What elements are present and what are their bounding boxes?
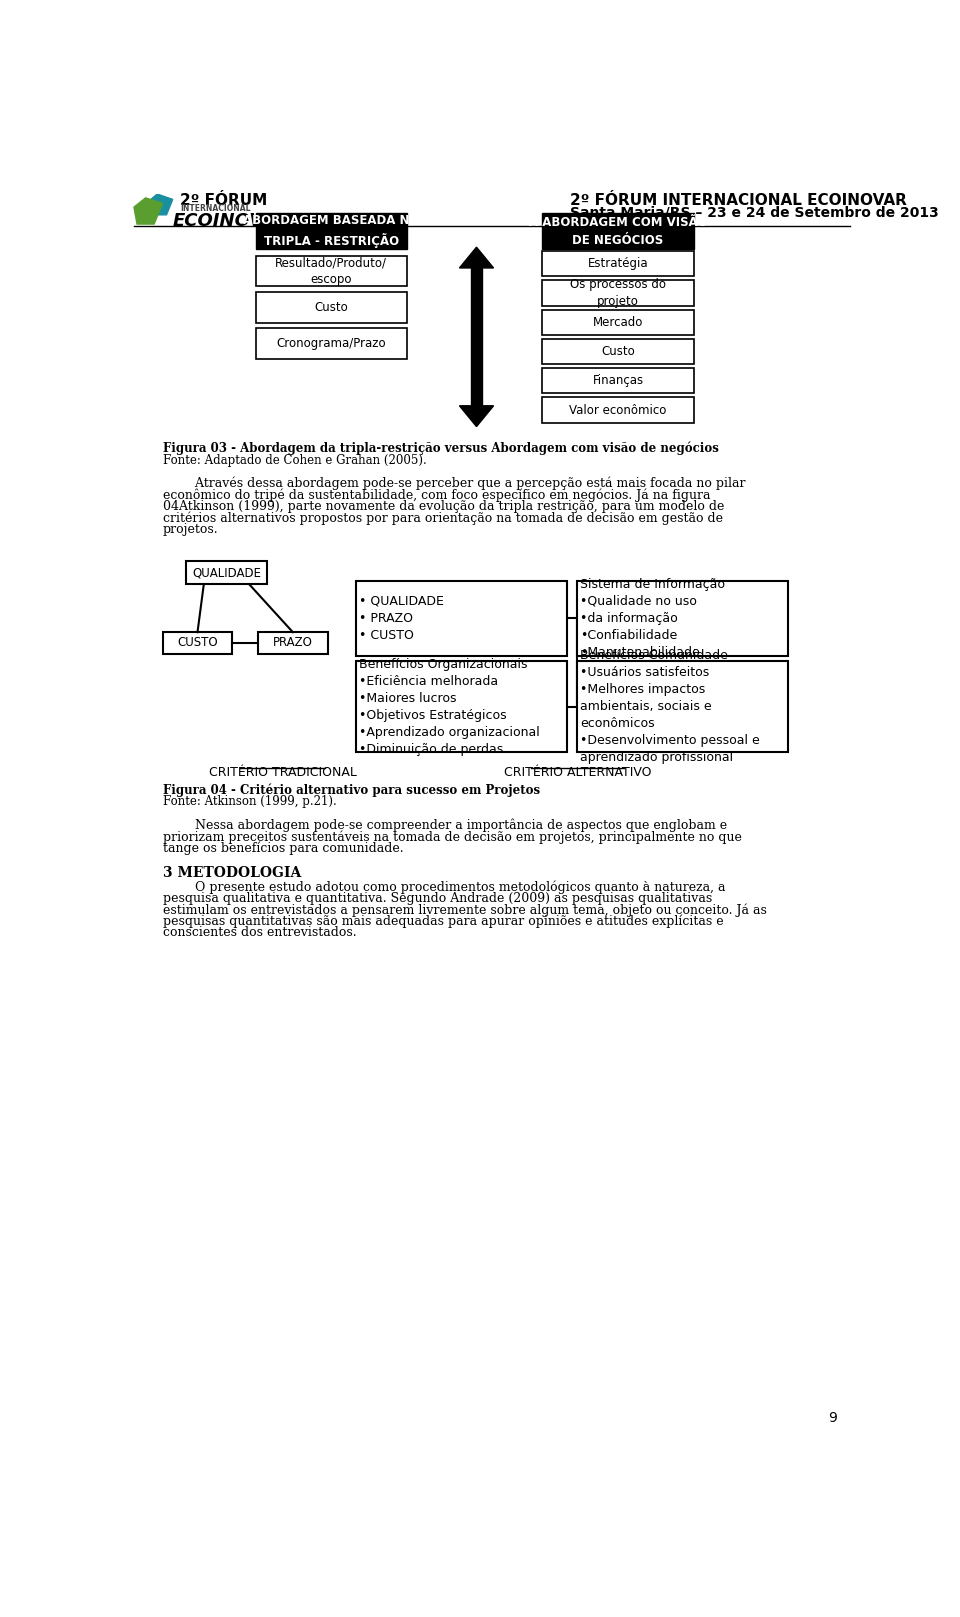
Text: Os processos do
projeto: Os processos do projeto: [570, 278, 666, 307]
Text: Custo: Custo: [601, 344, 635, 357]
FancyBboxPatch shape: [542, 340, 693, 364]
Text: PRAZO: PRAZO: [273, 637, 313, 650]
Text: Figura 03 - Abordagem da tripla-restrição versus Abordagem com visão de negócios: Figura 03 - Abordagem da tripla-restriçã…: [162, 441, 718, 456]
Text: Valor econômico: Valor econômico: [569, 404, 666, 417]
Text: projetos.: projetos.: [162, 522, 218, 535]
Text: econômico do tripé da sustentabilidade, com foco específico em negócios. Já na f: econômico do tripé da sustentabilidade, …: [162, 488, 710, 501]
FancyBboxPatch shape: [577, 661, 788, 752]
Text: 2º FÓRUM: 2º FÓRUM: [180, 194, 268, 209]
Text: 3 METODOLOGIA: 3 METODOLOGIA: [162, 867, 300, 880]
Text: Custo: Custo: [314, 301, 348, 314]
FancyBboxPatch shape: [542, 398, 693, 422]
FancyBboxPatch shape: [255, 212, 407, 249]
FancyBboxPatch shape: [255, 255, 407, 286]
Polygon shape: [142, 194, 173, 215]
Text: Nessa abordagem pode-se compreender a importância de aspectos que englobam e: Nessa abordagem pode-se compreender a im…: [162, 818, 727, 833]
Text: Resultado/Produto/
escopo: Resultado/Produto/ escopo: [276, 255, 387, 286]
FancyBboxPatch shape: [542, 309, 693, 335]
FancyBboxPatch shape: [542, 369, 693, 393]
Text: Finanças: Finanças: [592, 374, 643, 386]
Text: CRITÉRIO ALTERNATIVO: CRITÉRIO ALTERNATIVO: [503, 766, 651, 779]
Text: CRITÉRIO TRADICIONAL: CRITÉRIO TRADICIONAL: [209, 766, 357, 779]
Text: ECOINOVAR: ECOINOVAR: [173, 212, 290, 230]
Text: 9: 9: [828, 1410, 837, 1425]
Text: 04Atkinson (1999), parte novamente da evolução da tripla restrição, para um mode: 04Atkinson (1999), parte novamente da ev…: [162, 500, 724, 513]
Text: Santa Maria/RS – 23 e 24 de Setembro de 2013: Santa Maria/RS – 23 e 24 de Setembro de …: [569, 205, 938, 220]
Text: O presente estudo adotou como procedimentos metodológicos quanto à natureza, a: O presente estudo adotou como procedimen…: [162, 880, 725, 894]
Text: estimulam os entrevistados a pensarem livremente sobre algum tema, objeto ou con: estimulam os entrevistados a pensarem li…: [162, 904, 766, 917]
Text: Cronograma/Prazo: Cronograma/Prazo: [276, 336, 386, 349]
FancyBboxPatch shape: [577, 581, 788, 657]
FancyBboxPatch shape: [255, 291, 407, 323]
FancyBboxPatch shape: [255, 328, 407, 359]
FancyBboxPatch shape: [186, 561, 267, 584]
FancyBboxPatch shape: [542, 251, 693, 277]
Text: Sistema de Informação
•Qualidade no uso
•da informação
•Confiabilidade
•Manutena: Sistema de Informação •Qualidade no uso …: [581, 577, 726, 658]
Text: Benefícios Comunidade
•Usuários satisfeitos
•Melhores impactos
ambientais, socia: Benefícios Comunidade •Usuários satisfei…: [581, 650, 760, 765]
Text: CUSTO: CUSTO: [178, 637, 218, 650]
FancyBboxPatch shape: [542, 212, 693, 249]
FancyBboxPatch shape: [356, 581, 567, 657]
Text: Fonte: Adaptado de Cohen e Grahan (2005).: Fonte: Adaptado de Cohen e Grahan (2005)…: [162, 454, 426, 467]
Text: Figura 04 - Critério alternativo para sucesso em Projetos: Figura 04 - Critério alternativo para su…: [162, 783, 540, 797]
Text: pesquisa qualitativa e quantitativa. Segundo Andrade (2009) as pesquisas qualita: pesquisa qualitativa e quantitativa. Seg…: [162, 891, 712, 904]
Text: tange os benefícios para comunidade.: tange os benefícios para comunidade.: [162, 841, 403, 855]
Polygon shape: [460, 247, 493, 268]
Text: 2º FÓRUM INTERNACIONAL ECOINOVAR: 2º FÓRUM INTERNACIONAL ECOINOVAR: [569, 194, 906, 209]
FancyBboxPatch shape: [542, 280, 693, 306]
FancyBboxPatch shape: [356, 661, 567, 752]
Text: • QUALIDADE
• PRAZO
• CUSTO: • QUALIDADE • PRAZO • CUSTO: [359, 595, 444, 642]
Text: Através dessa abordagem pode-se perceber que a percepção está mais focada no pil: Através dessa abordagem pode-se perceber…: [162, 477, 745, 490]
Polygon shape: [134, 197, 162, 225]
Text: Fonte: Atkinson (1999, p.21).: Fonte: Atkinson (1999, p.21).: [162, 796, 336, 808]
Text: A ABORDAGEM COM VISÃO
DE NEGÓCIOS: A ABORDAGEM COM VISÃO DE NEGÓCIOS: [529, 215, 708, 246]
Text: INTERNACIONAL: INTERNACIONAL: [180, 204, 251, 213]
Text: critérios alternativos propostos por para orientação na tomada de decisão em ges: critérios alternativos propostos por par…: [162, 511, 723, 526]
Text: Estratégia: Estratégia: [588, 257, 648, 270]
Text: priorizam preceitos sustentáveis na tomada de decisão em projetos, principalment: priorizam preceitos sustentáveis na toma…: [162, 830, 741, 844]
Text: conscientes dos entrevistados.: conscientes dos entrevistados.: [162, 927, 356, 939]
FancyBboxPatch shape: [258, 632, 327, 653]
FancyBboxPatch shape: [162, 632, 232, 653]
Text: Mercado: Mercado: [592, 315, 643, 328]
Text: Benefícios Organizacionais
•Eficiência melhorada
•Maiores lucros
•Objetivos Estr: Benefícios Organizacionais •Eficiência m…: [359, 658, 540, 755]
Text: QUALIDADE: QUALIDADE: [192, 566, 261, 579]
Text: ABORDAGEM BASEADA NA
TRIPLA - RESTRIÇÃO: ABORDAGEM BASEADA NA TRIPLA - RESTRIÇÃO: [244, 213, 419, 247]
Polygon shape: [460, 406, 493, 427]
Text: pesquisas quantitativas são mais adequadas para apurar opiniões e atitudes explí: pesquisas quantitativas são mais adequad…: [162, 915, 723, 928]
